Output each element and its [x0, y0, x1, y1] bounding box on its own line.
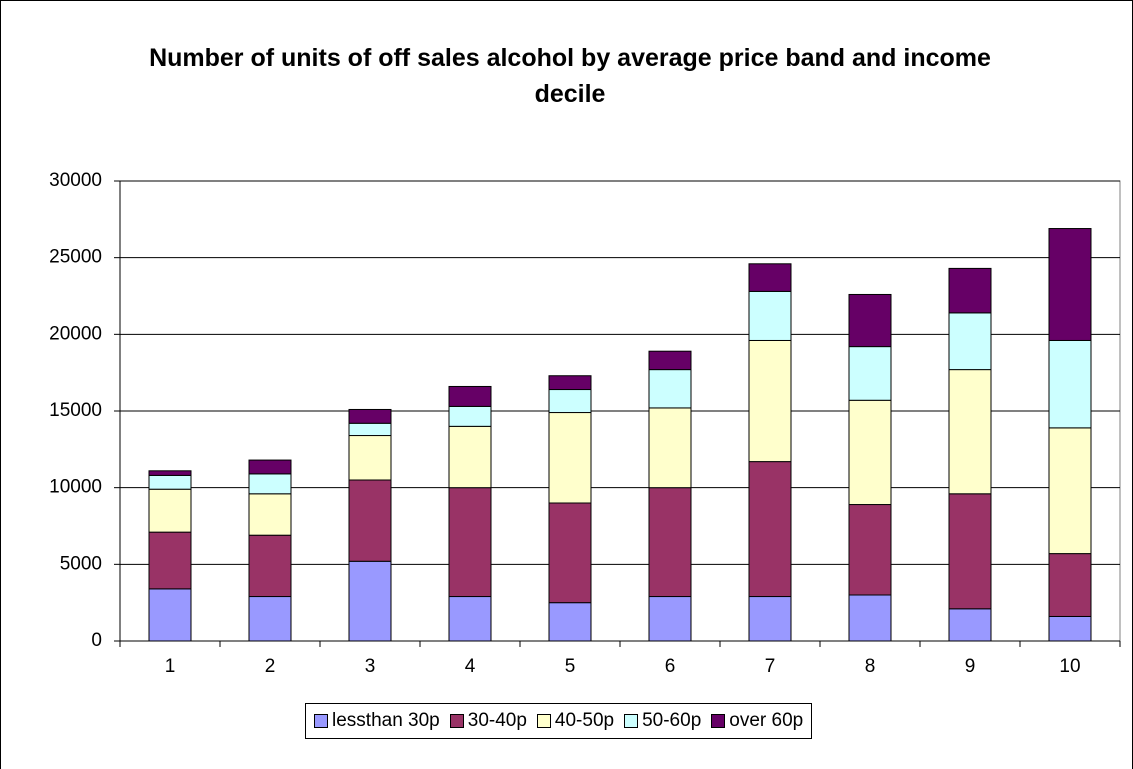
y-tick-label: 25000	[49, 247, 102, 268]
bar-segment	[748, 596, 792, 642]
bar-segment	[1048, 427, 1092, 555]
bar-segment	[148, 588, 192, 642]
bar-segment	[748, 339, 792, 463]
bar-segment	[248, 473, 292, 495]
bar-segment	[448, 425, 492, 489]
bar-segment	[448, 596, 492, 642]
bar-segment	[748, 263, 792, 292]
legend-item: 30-40p	[449, 710, 527, 732]
y-tick-label: 0	[91, 630, 102, 651]
bar-segment	[848, 399, 892, 506]
legend-label: 40-50p	[554, 710, 615, 731]
bar-segment	[748, 290, 792, 341]
chart-title: Number of units of off sales alcohol by …	[149, 44, 991, 108]
bar-segment	[548, 389, 592, 414]
bar-segment	[948, 312, 992, 371]
bar-segment	[148, 488, 192, 533]
bar-segment	[548, 602, 592, 642]
bar-segment	[948, 369, 992, 495]
bar-segment	[348, 560, 392, 642]
bar-segment	[848, 293, 892, 348]
bar-segment	[948, 267, 992, 314]
bar-segment	[548, 412, 592, 504]
legend-label: over 60p	[729, 710, 804, 731]
bar-segment	[248, 493, 292, 536]
legend-label: lessthan 30p	[332, 710, 440, 731]
bar-segment	[848, 594, 892, 642]
bar-segment	[948, 493, 992, 610]
bar-segment	[648, 369, 692, 409]
y-tick-label: 30000	[49, 170, 102, 191]
legend-item: 40-50p	[536, 710, 615, 732]
legend-item: lessthan 30p	[314, 710, 440, 732]
legend-swatch	[449, 714, 464, 728]
bar-segment	[748, 461, 792, 598]
bar-segment	[148, 470, 192, 476]
bar-segment	[348, 408, 392, 424]
y-tick-label: 15000	[49, 400, 102, 421]
x-tick-label: 6	[665, 656, 676, 677]
legend-swatch	[624, 714, 639, 728]
bar-segment	[1048, 553, 1092, 617]
bar-segment	[548, 502, 592, 604]
x-tick-label: 4	[465, 656, 476, 677]
bar-segment	[348, 435, 392, 481]
legend-item: over 60p	[711, 710, 803, 732]
legend-swatch	[711, 714, 726, 728]
legend-swatch	[536, 714, 551, 728]
x-tick-label: 10	[1059, 656, 1080, 677]
bar-segment	[1048, 615, 1092, 642]
bar-segment	[148, 531, 192, 590]
bar-segment	[348, 422, 392, 437]
x-tick-label: 1	[165, 656, 176, 677]
bar-segment	[548, 375, 592, 391]
bar-segment	[148, 474, 192, 490]
bar-segment	[248, 534, 292, 598]
bar-segment	[448, 487, 492, 598]
bar-segment	[848, 504, 892, 596]
x-tick-label: 2	[265, 656, 276, 677]
y-tick-label: 10000	[49, 477, 102, 498]
legend: lessthan 30p 30-40p 40-50p 50-60p over 60p	[305, 703, 813, 739]
legend-item: 50-60p	[624, 710, 701, 732]
bar-segment	[448, 385, 492, 407]
x-tick-label: 9	[965, 656, 976, 677]
bar-segment	[848, 346, 892, 401]
bar-segment	[1048, 228, 1092, 341]
bar-segment	[648, 407, 692, 489]
x-tick-label: 7	[765, 656, 776, 677]
x-tick-label: 8	[865, 656, 876, 677]
legend-swatch	[314, 714, 328, 728]
bar-segment	[248, 459, 292, 475]
x-tick-label: 5	[565, 656, 576, 677]
y-tick-label: 20000	[49, 323, 102, 344]
bar-segment	[648, 350, 692, 371]
bar-segment	[948, 608, 992, 642]
legend-label: 50-60p	[642, 710, 702, 731]
bar-segment	[448, 405, 492, 427]
bar-segment	[648, 487, 692, 598]
legend-label: 30-40p	[467, 710, 527, 731]
y-tick-label: 5000	[60, 553, 102, 574]
bar-segment	[248, 596, 292, 642]
bar-segment	[348, 479, 392, 562]
bar-segment	[648, 596, 692, 642]
x-tick-label: 3	[365, 656, 376, 677]
bar-segment	[1048, 339, 1092, 429]
